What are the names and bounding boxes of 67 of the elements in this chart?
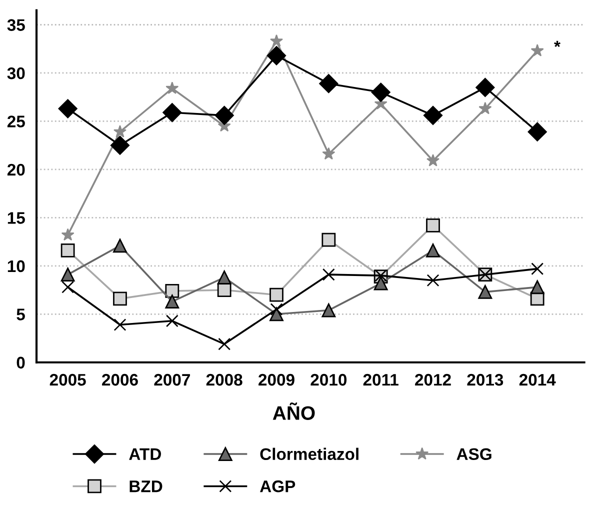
x-tick-label: 2013 <box>467 374 504 386</box>
x-tick-label: 2010 <box>310 374 347 386</box>
point <box>217 283 232 297</box>
point <box>476 78 495 97</box>
point <box>371 82 390 102</box>
y-tick-label: 20 <box>7 164 25 176</box>
x-tick-label: 2012 <box>415 374 451 386</box>
point <box>266 46 286 66</box>
point <box>319 74 338 94</box>
x-tick-label: 2005 <box>50 374 86 386</box>
point <box>322 303 336 318</box>
point <box>62 280 74 294</box>
y-tick-label: 35 <box>7 19 25 31</box>
x-tick-label: 2007 <box>154 374 190 386</box>
point <box>165 294 180 309</box>
point <box>113 292 127 306</box>
y-tick-label: 30 <box>7 67 25 80</box>
point <box>162 102 182 122</box>
point <box>478 102 492 114</box>
legend-label: ASG <box>456 448 492 460</box>
point <box>113 125 126 138</box>
point <box>530 280 544 294</box>
x-tick-label: 2011 <box>363 374 398 386</box>
point <box>426 218 440 232</box>
point <box>322 268 335 281</box>
y-tick-label: 10 <box>8 260 25 272</box>
point <box>217 270 232 284</box>
point <box>270 34 283 47</box>
x-tick-label: 2009 <box>258 374 294 386</box>
point <box>270 288 284 302</box>
point <box>60 244 75 258</box>
y-tick-label: 0 <box>16 356 25 369</box>
annotation: * <box>554 40 560 48</box>
point <box>426 154 440 166</box>
point <box>214 106 234 125</box>
point <box>218 338 231 350</box>
point <box>58 99 78 118</box>
x-tick-label: 2014 <box>519 374 556 386</box>
point <box>322 232 336 247</box>
point <box>165 284 180 298</box>
point <box>60 268 75 282</box>
point <box>114 318 126 331</box>
legend-label: AGP <box>260 480 296 492</box>
y-tick-label: 25 <box>7 116 25 128</box>
point <box>166 314 178 328</box>
point <box>61 228 74 241</box>
point <box>270 303 283 316</box>
point <box>113 238 127 253</box>
x-axis-title: AÑO <box>272 402 315 420</box>
point <box>528 122 547 142</box>
point <box>478 285 492 299</box>
point <box>531 262 544 276</box>
x-tick-label: 2008 <box>206 374 242 386</box>
point <box>426 274 440 287</box>
legend-label: BZD <box>130 480 162 492</box>
point <box>423 106 443 125</box>
y-tick-label: 5 <box>16 308 25 320</box>
x-tick-label: 2006 <box>102 374 138 386</box>
point <box>322 147 336 160</box>
point <box>166 82 179 94</box>
legend-label: Clormetiazol <box>260 448 358 460</box>
point <box>530 44 544 56</box>
point <box>374 276 388 290</box>
y-tick-label: 15 <box>8 212 25 224</box>
point <box>110 136 130 155</box>
point <box>426 244 440 258</box>
legend-label: ATD <box>129 448 161 460</box>
